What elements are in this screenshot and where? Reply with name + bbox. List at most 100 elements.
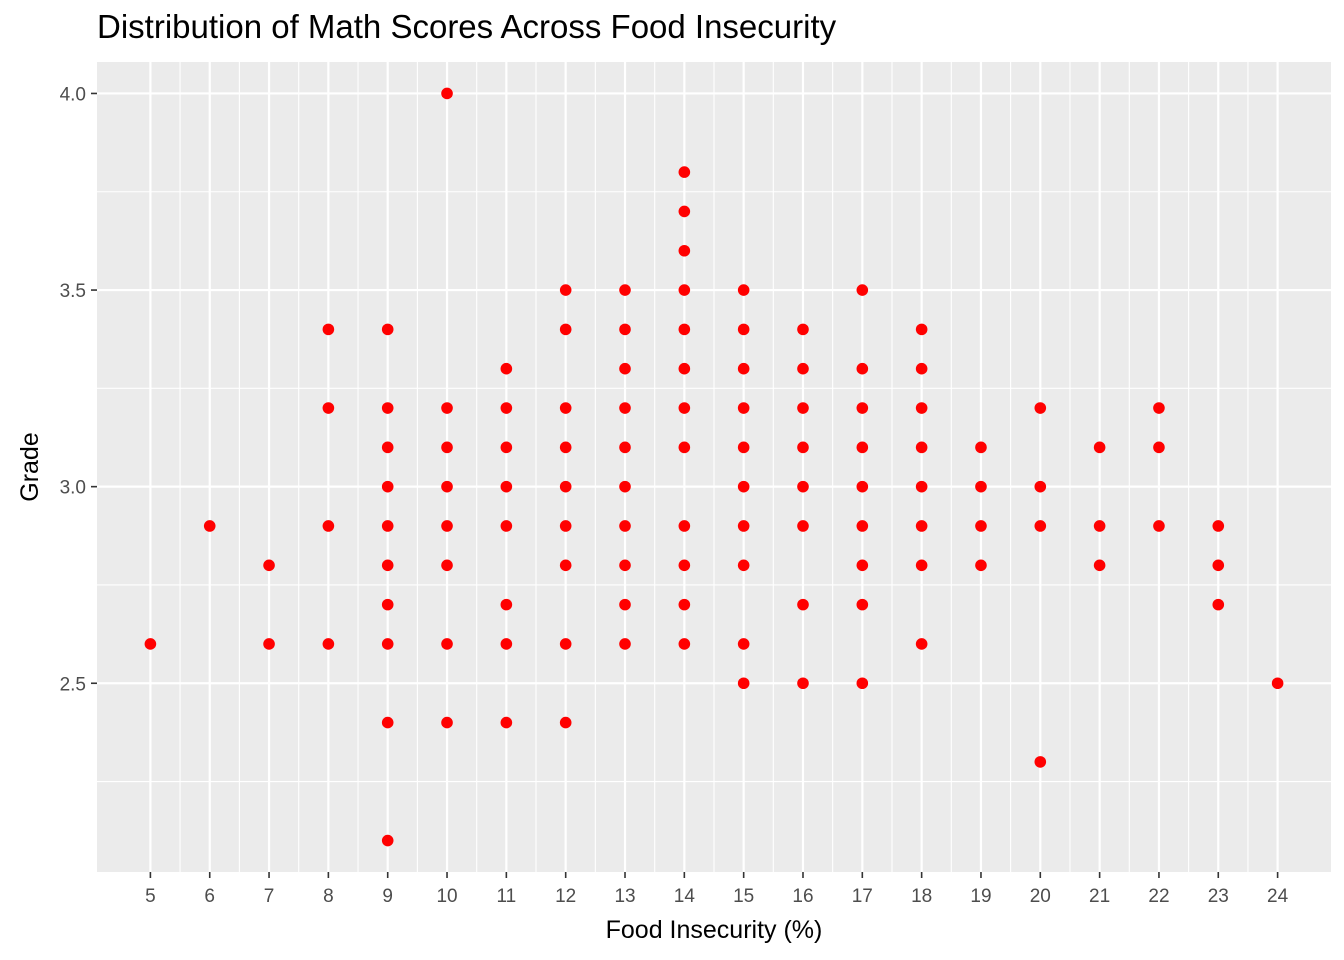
data-point bbox=[559, 480, 572, 493]
data-point bbox=[856, 520, 869, 532]
data-point bbox=[619, 284, 631, 296]
x-axis-title: Food Insecurity (%) bbox=[606, 916, 823, 944]
major-gridlines bbox=[97, 62, 1331, 872]
x-tick-label: 6 bbox=[204, 886, 215, 907]
data-point bbox=[856, 598, 869, 611]
data-point bbox=[737, 638, 750, 650]
data-point bbox=[559, 716, 572, 729]
data-point bbox=[678, 323, 691, 336]
data-point bbox=[678, 441, 691, 454]
data-point bbox=[678, 402, 691, 414]
data-point bbox=[915, 441, 928, 454]
data-point bbox=[441, 402, 453, 414]
x-tick-label: 19 bbox=[970, 886, 991, 907]
data-point bbox=[737, 284, 750, 296]
data-point bbox=[856, 441, 869, 454]
data-point bbox=[678, 362, 691, 375]
x-tick-label: 17 bbox=[852, 886, 873, 907]
data-point bbox=[559, 559, 572, 572]
data-point bbox=[678, 638, 691, 650]
x-tick-label: 24 bbox=[1267, 886, 1289, 907]
data-point bbox=[500, 638, 513, 650]
x-tick-label: 10 bbox=[436, 886, 457, 907]
data-point bbox=[263, 638, 275, 650]
data-point bbox=[1212, 559, 1225, 572]
data-point bbox=[797, 598, 809, 611]
y-tick-label: 4.0 bbox=[60, 84, 86, 105]
data-point bbox=[915, 638, 928, 650]
y-tick-label: 3.0 bbox=[60, 478, 86, 499]
data-point bbox=[678, 598, 691, 611]
data-point bbox=[797, 402, 809, 414]
y-axis-title: Grade bbox=[16, 432, 44, 501]
data-point bbox=[797, 520, 809, 532]
data-point bbox=[856, 677, 869, 690]
data-point bbox=[381, 323, 394, 336]
data-point bbox=[441, 716, 453, 729]
data-point bbox=[797, 441, 809, 454]
data-point bbox=[737, 559, 750, 572]
data-point bbox=[797, 480, 809, 493]
data-point bbox=[975, 520, 987, 532]
data-point bbox=[500, 598, 513, 611]
data-point bbox=[500, 362, 513, 375]
data-point bbox=[619, 323, 631, 336]
data-point bbox=[500, 441, 513, 454]
data-point bbox=[381, 441, 394, 454]
x-tick-label: 7 bbox=[264, 886, 275, 907]
data-point bbox=[559, 441, 572, 454]
data-point bbox=[915, 362, 928, 375]
data-point bbox=[678, 284, 691, 296]
data-point bbox=[1153, 441, 1165, 454]
data-point bbox=[441, 520, 453, 532]
x-tick-label: 11 bbox=[496, 886, 516, 907]
x-tick-label: 18 bbox=[911, 886, 932, 907]
data-point bbox=[1153, 520, 1165, 532]
data-point bbox=[441, 559, 453, 572]
data-point bbox=[263, 559, 275, 572]
data-point bbox=[915, 520, 928, 532]
data-point bbox=[559, 638, 572, 650]
data-point bbox=[381, 834, 394, 847]
data-point bbox=[1034, 480, 1047, 493]
data-point bbox=[856, 362, 869, 375]
minor-gridlines bbox=[97, 62, 1331, 872]
data-point bbox=[559, 323, 572, 336]
data-point bbox=[737, 362, 750, 375]
data-point bbox=[1271, 677, 1284, 690]
data-point bbox=[441, 441, 453, 454]
data-point bbox=[797, 677, 809, 690]
data-point bbox=[381, 480, 394, 493]
data-point bbox=[797, 362, 809, 375]
data-point bbox=[1093, 441, 1106, 454]
x-tick-label: 21 bbox=[1089, 886, 1110, 907]
data-point bbox=[559, 402, 572, 414]
data-point bbox=[619, 638, 631, 650]
x-tick-label: 8 bbox=[323, 886, 334, 907]
data-point bbox=[975, 480, 987, 493]
data-point bbox=[381, 402, 394, 414]
data-point bbox=[441, 638, 453, 650]
data-point bbox=[619, 402, 631, 414]
data-point bbox=[381, 716, 394, 729]
data-point bbox=[619, 559, 631, 572]
data-point bbox=[737, 480, 750, 493]
data-point bbox=[500, 402, 513, 414]
data-point bbox=[1034, 520, 1047, 532]
data-point bbox=[856, 402, 869, 414]
data-point bbox=[915, 559, 928, 572]
data-point bbox=[441, 87, 453, 100]
data-point bbox=[500, 520, 513, 532]
data-point bbox=[381, 520, 394, 532]
x-tick-label: 16 bbox=[792, 886, 813, 907]
x-tick-label: 13 bbox=[614, 886, 635, 907]
x-tick-label: 12 bbox=[555, 886, 576, 907]
data-point bbox=[619, 362, 631, 375]
data-point bbox=[322, 638, 335, 650]
data-point bbox=[1212, 520, 1225, 532]
x-tick-label: 9 bbox=[382, 886, 393, 907]
data-point bbox=[322, 520, 335, 532]
data-point bbox=[737, 323, 750, 336]
data-point bbox=[737, 402, 750, 414]
data-point bbox=[1034, 402, 1047, 414]
